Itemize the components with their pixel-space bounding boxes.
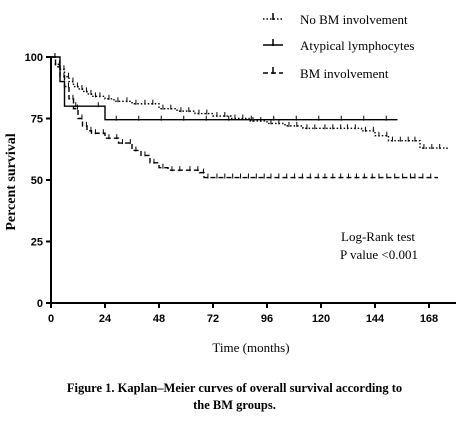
x-tick-label: 0 (48, 313, 54, 325)
x-tick-label: 120 (312, 313, 330, 325)
axes: 0 24 48 72 96 120 144 168 0 25 50 75 100 (25, 52, 456, 325)
x-axis-title: Time (months) (212, 340, 289, 355)
caption-line-1: Figure 1. Kaplan–Meier curves of overall… (66, 381, 403, 395)
x-tick-label: 72 (207, 313, 219, 325)
x-tick-label: 24 (99, 313, 112, 325)
legend-label-1: Atypical lymphocytes (300, 38, 414, 53)
legend: No BM involvement Atypical lymphocytes BM … (263, 12, 414, 81)
y-tick-label: 100 (25, 52, 43, 64)
y-tick-label: 0 (37, 298, 43, 310)
x-tick-label: 48 (153, 313, 165, 325)
legend-label-2: BM involvement (300, 66, 389, 81)
y-tick-label: 50 (31, 175, 43, 187)
y-axis-title: Percent survival (4, 133, 19, 230)
logrank-annotation: Log-Rank test (341, 229, 415, 244)
y-tick-label: 75 (31, 114, 43, 126)
series-line-1 (51, 56, 398, 121)
series-layer (51, 53, 448, 179)
y-tick-label: 25 (31, 237, 43, 249)
km-chart: 0 24 48 72 96 120 144 168 0 25 50 75 100 No BM invol… (4, 12, 456, 355)
x-tick-label: 144 (366, 313, 385, 325)
pvalue-annotation: P value <0.001 (340, 247, 418, 262)
legend-label-0: No BM involvement (300, 12, 408, 27)
caption-line-2: the BM groups. (193, 398, 276, 412)
x-tick-label: 168 (420, 313, 438, 325)
x-tick-label: 96 (261, 313, 273, 325)
figure-caption: Figure 1. Kaplan–Meier curves of overall… (0, 380, 469, 414)
series-line-0 (51, 56, 448, 151)
